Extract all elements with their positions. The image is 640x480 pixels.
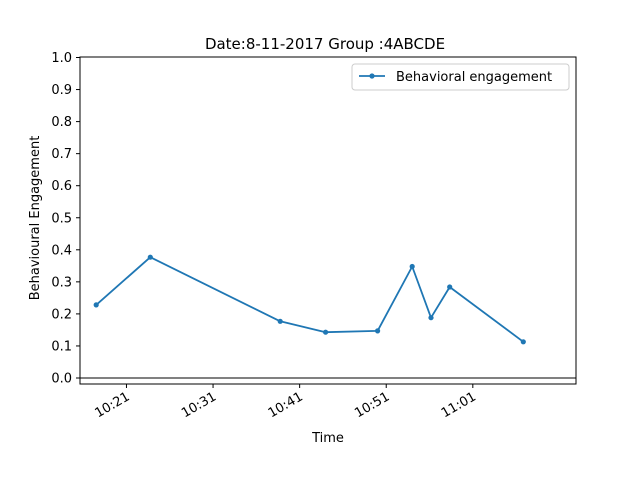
x-axis-title: Time [311,431,344,446]
y-tick-label: 0.7 [51,147,72,162]
y-tick-label: 0.0 [51,372,72,387]
data-point [147,254,153,260]
y-tick-label: 0.8 [51,115,72,130]
x-tick-label: 11:01 [439,389,479,421]
x-tick-label: 10:31 [179,389,219,421]
chart-title: Date:8-11-2017 Group :4ABCDE [205,35,445,53]
plot-area [79,56,577,385]
x-tick-label: 10:51 [352,389,392,421]
legend-box [351,63,570,91]
data-point [375,328,381,334]
y-tick-label: 0.4 [51,243,72,258]
y-axis-title: Behavioural Engagement [28,136,43,301]
y-tick-label: 1.0 [51,51,72,66]
y-tick-label: 0.6 [51,179,72,194]
legend-marker-swatch [369,73,375,79]
x-axis: 10:21 10:31 10:41 10:51 11:01 [93,384,479,421]
y-tick-label: 0.9 [51,83,72,98]
data-point [447,284,453,290]
data-point [93,302,99,308]
series-layer [93,254,526,345]
data-point [520,339,526,345]
legend-label: Behavioral engagement [396,70,552,85]
x-tick-label: 10:41 [266,389,306,421]
series-line [95,256,524,343]
y-tick-label: 0.3 [51,275,72,290]
data-point [277,318,283,324]
y-tick-label: 0.2 [51,307,72,322]
y-tick-label: 0.5 [51,211,72,226]
legend: Behavioral engagement [351,63,570,91]
x-tick-label: 10:21 [93,389,133,421]
y-axis: 0.0 0.1 0.2 0.3 0.4 0.5 0.6 0.7 0.8 0.9 1.0 [51,51,576,387]
data-point [409,263,415,270]
y-tick-label: 0.1 [51,339,72,354]
data-point [428,315,434,321]
data-point [323,329,329,335]
